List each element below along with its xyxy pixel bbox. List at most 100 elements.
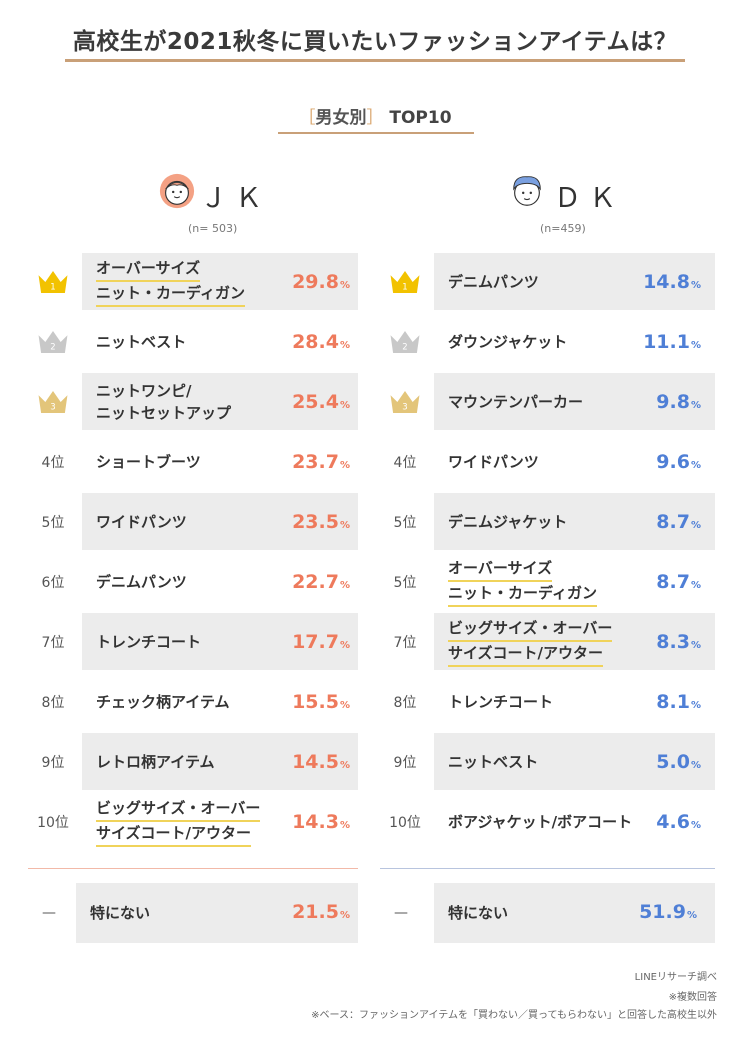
dk-item-label: マウンテンパーカー: [448, 391, 583, 413]
jk-rank: 6位: [41, 574, 65, 591]
jk-item-label-line: チェック柄アイテム: [96, 692, 230, 711]
jk-item-label: ニットワンピ/ニットセットアップ: [96, 380, 231, 424]
jk-none-label: 特にない: [90, 904, 151, 922]
jk-item-number: 25.4: [292, 390, 339, 413]
jk-item-card: ワイドパンツ 23.5%: [82, 493, 358, 550]
jk-item-number: 28.4: [292, 330, 339, 353]
dk-row: 5位 デニムジャケット 8.7%: [380, 493, 715, 550]
subtitle-label: 男女別: [315, 108, 367, 128]
jk-item-label: ニットベスト: [96, 331, 186, 353]
jk-item-card: トレンチコート 17.7%: [82, 613, 358, 670]
jk-header: ＪＫ: [200, 183, 270, 214]
jk-item-card: ビッグサイズ・オーバー サイズコート/アウター 14.3%: [82, 793, 358, 850]
jk-row: 3 ニットワンピ/ニットセットアップ 25.4%: [28, 373, 358, 430]
dk-row: 2 ダウンジャケット 11.1%: [380, 313, 715, 370]
jk-item-label-line: ニットセットアップ: [96, 403, 232, 422]
jk-row: 5位 ワイドパンツ 23.5%: [28, 493, 358, 550]
dk-none-card: 特にない 51.9%: [434, 883, 715, 943]
dk-item-unit: %: [690, 459, 701, 471]
dk-rank: 5位: [393, 574, 417, 591]
jk-none-number: 21.5: [292, 901, 339, 923]
jk-item-value: 29.8%: [292, 271, 350, 293]
jk-row: 7位 トレンチコート 17.7%: [28, 613, 358, 670]
jk-item-value: 14.3%: [292, 811, 350, 833]
footer-multi: ※複数回答: [668, 992, 717, 1003]
dk-item-label-line: デニムパンツ: [448, 272, 539, 291]
dk-row: 1 デニムパンツ 14.8%: [380, 253, 715, 310]
jk-none-value: 21.5%: [292, 901, 350, 923]
dk-item-card: オーバーサイズ ニット・カーディガン 8.7%: [434, 553, 715, 610]
crown-icon: 1: [380, 253, 430, 310]
dk-item-label-line: オーバーサイズ: [448, 557, 553, 582]
dk-item-value: 8.7%: [656, 511, 701, 533]
jk-none-unit: %: [339, 910, 350, 921]
jk-none-dash: —: [42, 905, 56, 921]
dk-none-dash: —: [394, 905, 408, 921]
dk-item-label: ワイドパンツ: [448, 451, 539, 473]
dk-row: 9位 ニットベスト 5.0%: [380, 733, 715, 790]
jk-item-label-line: ワイドパンツ: [96, 512, 187, 531]
jk-item-number: 23.7: [292, 450, 339, 473]
dk-item-label-line: トレンチコート: [448, 692, 554, 711]
jk-rank: 10位: [37, 814, 69, 831]
crown-icon: 2: [380, 313, 430, 370]
jk-row: 8位 チェック柄アイテム 15.5%: [28, 673, 358, 730]
dk-item-value: 9.6%: [656, 451, 701, 473]
dk-item-card: デニムパンツ 14.8%: [434, 253, 715, 310]
svg-text:2: 2: [50, 342, 55, 352]
svg-text:2: 2: [402, 342, 407, 352]
jk-item-number: 17.7: [292, 630, 339, 653]
dk-item-label-line: ニットベスト: [448, 752, 539, 771]
dk-item-unit: %: [690, 819, 701, 831]
dk-row: 5位 オーバーサイズ ニット・カーディガン 8.7%: [380, 553, 715, 610]
dk-item-label: デニムパンツ: [448, 271, 539, 293]
jk-item-label-line: ニットワンピ/: [96, 381, 192, 400]
jk-item-value: 15.5%: [292, 691, 350, 713]
dk-item-value: 8.3%: [656, 631, 701, 653]
dk-item-number: 8.3: [656, 630, 690, 653]
jk-item-number: 15.5: [292, 690, 339, 713]
dk-header: ＤＫ: [554, 183, 624, 214]
dk-item-number: 8.7: [656, 510, 690, 533]
footer-source: LINEリサーチ調べ: [634, 972, 717, 983]
dk-row: 10位 ボアジャケット/ボアコート 4.6%: [380, 793, 715, 850]
svg-text:1: 1: [50, 282, 55, 292]
dk-item-number: 5.0: [656, 750, 690, 773]
dk-item-card: デニムジャケット 8.7%: [434, 493, 715, 550]
jk-item-value: 23.7%: [292, 451, 350, 473]
dk-row: 3 マウンテンパーカー 9.8%: [380, 373, 715, 430]
dk-item-value: 11.1%: [643, 331, 701, 353]
jk-item-unit: %: [339, 399, 350, 411]
dk-item-label-line: ボアジャケット/ボアコート: [448, 812, 633, 831]
dk-row: 7位 ビッグサイズ・オーバー サイズコート/アウター 8.3%: [380, 613, 715, 670]
dk-item-number: 14.8: [643, 270, 690, 293]
dk-item-label: オーバーサイズ ニット・カーディガン: [448, 557, 597, 607]
dk-row: 4位 ワイドパンツ 9.6%: [380, 433, 715, 490]
jk-item-card: デニムパンツ 22.7%: [82, 553, 358, 610]
dk-none-value: 51.9%: [639, 901, 697, 923]
dk-item-value: 14.8%: [643, 271, 701, 293]
jk-item-label-line: トレンチコート: [96, 632, 202, 651]
jk-item-unit: %: [339, 639, 350, 651]
dk-item-unit: %: [690, 339, 701, 351]
dk-item-card: ワイドパンツ 9.6%: [434, 433, 715, 490]
crown-icon-rank-2: 2: [390, 330, 420, 353]
dk-separator: [380, 868, 715, 869]
dk-rank: 5位: [393, 514, 417, 531]
jk-item-label-line: ビッグサイズ・オーバー: [96, 797, 261, 822]
jk-item-value: 23.5%: [292, 511, 350, 533]
jk-rank: 7位: [41, 634, 65, 651]
dk-item-card: ニットベスト 5.0%: [434, 733, 715, 790]
dk-item-number: 4.6: [656, 810, 690, 833]
dk-item-unit: %: [690, 399, 701, 411]
dk-item-unit: %: [690, 759, 701, 771]
jk-item-value: 17.7%: [292, 631, 350, 653]
dk-item-label-line: マウンテンパーカー: [448, 392, 584, 411]
jk-none-row: — 特にない 21.5%: [28, 883, 358, 943]
jk-row: 2 ニットベスト 28.4%: [28, 313, 358, 370]
jk-item-label: オーバーサイズ ニット・カーディガン: [96, 257, 245, 307]
jk-item-number: 22.7: [292, 570, 339, 593]
crown-icon: 1: [28, 253, 78, 310]
crown-icon-rank-1: 1: [390, 270, 420, 293]
jk-item-unit: %: [339, 519, 350, 531]
